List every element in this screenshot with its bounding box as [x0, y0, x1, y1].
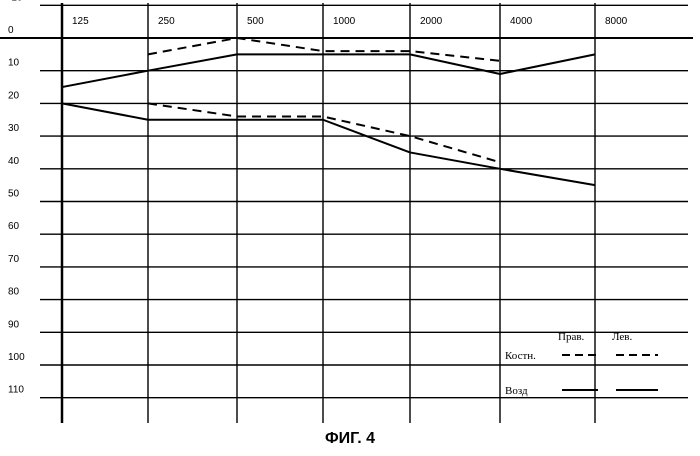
- x-tick-label: 1000: [333, 16, 356, 27]
- x-tick-label: 250: [158, 16, 175, 27]
- series-line-lower-solid: [62, 103, 595, 185]
- audiogram-chart: -10 0 10 20 30 40 50 60 70 80 90 100 110 125 250 500 100…: [0, 0, 700, 430]
- legend-column-header: Лев.: [612, 331, 632, 343]
- y-tick-label: 80: [8, 287, 20, 298]
- x-tick-label: 8000: [605, 16, 628, 27]
- y-tick-label: 90: [8, 319, 20, 330]
- series-line-upper-dashed: [148, 38, 500, 61]
- figure-caption: ФИГ. 4: [0, 430, 700, 448]
- y-tick-label: 70: [8, 254, 20, 265]
- legend-column-header: Прав.: [558, 331, 585, 343]
- y-tick-label: 50: [8, 189, 20, 200]
- legend-row-label: Костн.: [505, 350, 536, 362]
- y-tick-label: 40: [8, 156, 20, 167]
- x-tick-label: 4000: [510, 16, 533, 27]
- x-tick-label: 125: [72, 16, 89, 27]
- series-line-lower-dashed: [148, 103, 500, 162]
- y-tick-label: 0: [8, 25, 14, 36]
- y-tick-label: 60: [8, 221, 20, 232]
- y-tick-label: 20: [8, 90, 20, 101]
- y-tick-label: -10: [8, 0, 23, 3]
- x-tick-label: 2000: [420, 16, 443, 27]
- legend-row-label: Возд: [505, 385, 528, 397]
- x-tick-label: 500: [247, 16, 264, 27]
- y-tick-label: 100: [8, 352, 25, 363]
- y-tick-label: 30: [8, 123, 20, 134]
- y-tick-label: 10: [8, 58, 20, 69]
- y-tick-label: 110: [8, 385, 24, 396]
